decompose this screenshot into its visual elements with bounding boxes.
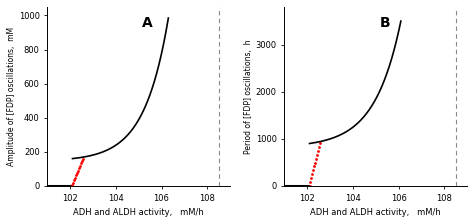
Text: B: B [379, 16, 390, 30]
X-axis label: ADH and ALDH activity,   mM/h: ADH and ALDH activity, mM/h [73, 208, 204, 217]
Text: A: A [142, 16, 153, 30]
Y-axis label: Period of [FDP] oscillations,  h: Period of [FDP] oscillations, h [244, 39, 253, 154]
X-axis label: ADH and ALDH activity,   mM/h: ADH and ALDH activity, mM/h [310, 208, 441, 217]
Y-axis label: Amplitude of [FDP] oscillations,  mM: Amplitude of [FDP] oscillations, mM [7, 27, 16, 166]
